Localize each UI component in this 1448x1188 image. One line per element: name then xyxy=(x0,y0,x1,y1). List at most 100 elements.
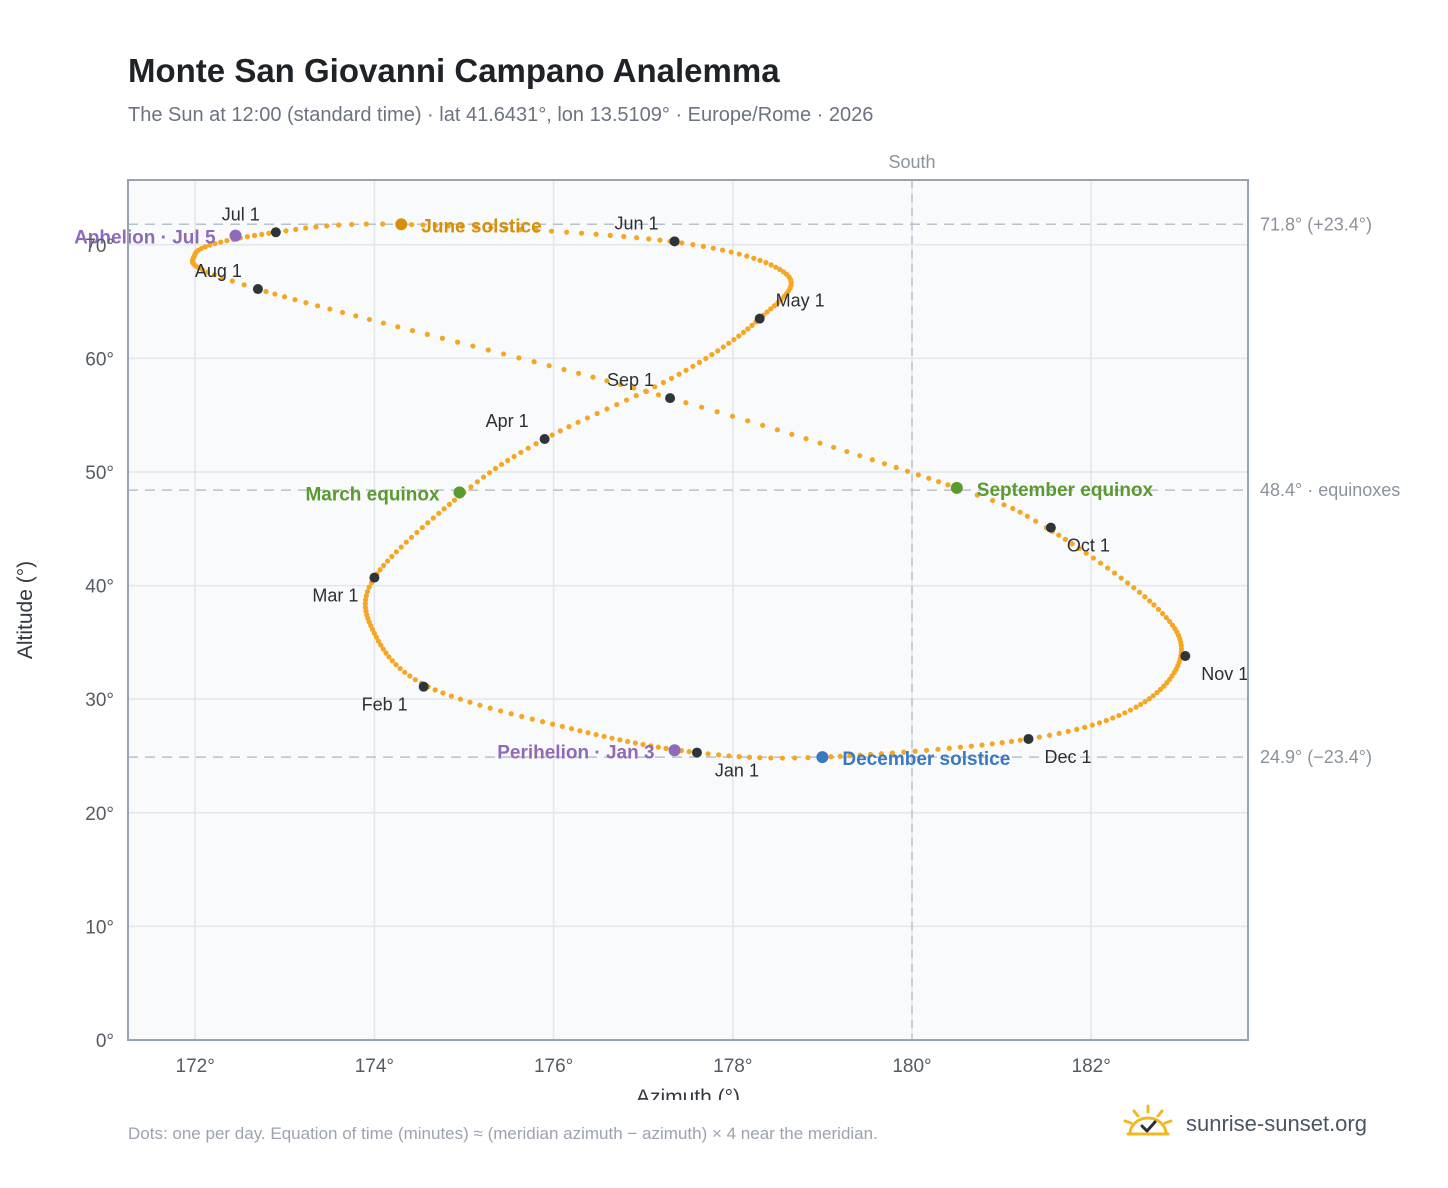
daily-dot xyxy=(789,431,795,437)
daily-dot xyxy=(445,223,451,229)
event-label: Aphelion · Jul 5 xyxy=(74,228,216,249)
footnote: Dots: one per day. Equation of time (min… xyxy=(128,1124,878,1143)
daily-dot xyxy=(817,440,823,446)
daily-dot xyxy=(377,567,383,573)
daily-dot xyxy=(1103,717,1109,724)
event-markers: March equinox June solstice September equi… xyxy=(74,216,1153,770)
daily-dot xyxy=(498,461,505,468)
daily-dot xyxy=(281,294,288,300)
daily-dot xyxy=(408,534,415,540)
daily-dot xyxy=(936,479,942,485)
reference-line-label: 71.8° (+23.4°) xyxy=(1260,214,1372,234)
chart-subtitle: The Sun at 12:00 (standard time) · lat 4… xyxy=(128,104,874,126)
daily-dot xyxy=(736,251,742,257)
daily-dot xyxy=(999,740,1005,746)
daily-dot xyxy=(773,264,779,270)
daily-dot xyxy=(1136,589,1143,595)
daily-dot xyxy=(763,260,769,266)
daily-dot xyxy=(709,352,715,358)
daily-dot xyxy=(696,359,703,365)
daily-dot xyxy=(1110,715,1116,721)
plot-frame xyxy=(127,179,1249,1041)
event-marker xyxy=(668,744,681,757)
daily-dot xyxy=(867,751,874,758)
daily-dot xyxy=(990,497,996,504)
daily-dot xyxy=(251,232,258,239)
daily-dot xyxy=(549,432,555,438)
month-marker-label: Jun 1 xyxy=(615,213,659,233)
daily-dot xyxy=(1024,513,1030,519)
daily-dot xyxy=(1122,710,1128,716)
daily-dot xyxy=(1033,518,1039,524)
daily-dot xyxy=(324,223,330,229)
daily-dot xyxy=(425,520,431,526)
daily-dot xyxy=(775,299,781,306)
daily-dot xyxy=(525,445,531,451)
month-marker xyxy=(252,284,263,295)
daily-dot xyxy=(398,544,404,550)
daily-dot xyxy=(487,705,493,711)
daily-dot xyxy=(736,333,742,339)
daily-dot xyxy=(505,457,511,464)
daily-dot xyxy=(1076,545,1082,552)
daily-dot xyxy=(690,242,696,248)
daily-dot xyxy=(407,673,413,679)
daily-dot xyxy=(1056,532,1062,538)
daily-dot xyxy=(1147,598,1153,604)
daily-dot xyxy=(419,524,425,531)
daily-dot xyxy=(576,370,582,376)
daily-dot xyxy=(634,235,640,241)
month-marker xyxy=(669,236,680,247)
daily-dot xyxy=(640,741,646,748)
daily-dot xyxy=(857,453,863,459)
daily-dot xyxy=(395,324,401,330)
daily-dot xyxy=(470,343,476,349)
brand-name: sunrise-sunset.org xyxy=(1186,1111,1367,1136)
y-tick-label: 40° xyxy=(85,577,114,598)
brand-link[interactable]: sunrise-sunset.org xyxy=(1120,1104,1367,1144)
daily-dot xyxy=(757,755,763,761)
daily-dot xyxy=(652,384,658,390)
daily-dot xyxy=(1046,732,1053,738)
daily-dot xyxy=(1097,560,1104,566)
y-tick-label: 0° xyxy=(96,1031,114,1052)
daily-dot xyxy=(698,404,705,410)
y-axis-title: Altitude (°) xyxy=(14,561,37,659)
daily-dot xyxy=(1090,555,1097,561)
daily-sun-path xyxy=(189,221,1185,761)
daily-dot xyxy=(1131,585,1137,591)
daily-dot xyxy=(1056,730,1062,736)
daily-dot xyxy=(1111,570,1118,576)
daily-dot xyxy=(533,441,539,447)
daily-dot xyxy=(349,221,355,228)
daily-dot xyxy=(979,742,985,748)
daily-dot xyxy=(740,329,747,335)
event-marker xyxy=(453,486,466,499)
daily-dot xyxy=(957,744,964,750)
month-marker xyxy=(418,681,429,692)
month-marker xyxy=(1180,651,1191,662)
y-tick-label: 30° xyxy=(85,690,114,711)
daily-dot xyxy=(736,754,742,760)
daily-dot xyxy=(1142,699,1148,705)
daily-dot xyxy=(716,752,722,758)
daily-dot xyxy=(1127,707,1134,713)
daily-dot xyxy=(828,754,834,760)
daily-dot xyxy=(1062,536,1068,542)
daily-dot xyxy=(457,696,464,702)
daily-dot xyxy=(683,400,689,406)
month-marker xyxy=(539,434,550,445)
daily-dot xyxy=(593,731,599,738)
daily-dot xyxy=(414,529,420,536)
daily-dot xyxy=(397,665,403,672)
event-marker xyxy=(229,229,242,242)
daily-dot xyxy=(844,448,850,455)
month-marker xyxy=(1023,733,1034,744)
month-marker-label: Apr 1 xyxy=(486,411,529,431)
daily-dot xyxy=(989,741,995,747)
daily-dot xyxy=(623,397,630,403)
event-marker xyxy=(395,218,408,231)
daily-dot xyxy=(212,240,218,247)
month-marker-label: Jan 1 xyxy=(715,761,759,781)
daily-dot xyxy=(430,515,436,521)
